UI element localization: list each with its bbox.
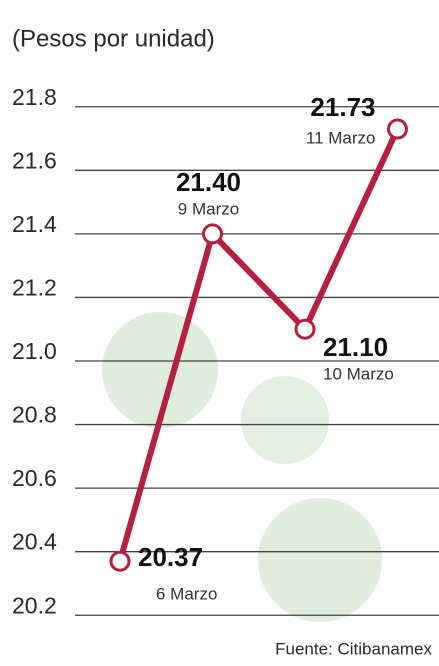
category-label: 6 Marzo: [156, 585, 217, 604]
y-tick-label: 21.6: [12, 147, 57, 173]
value-label: 21.73: [310, 92, 375, 122]
source-note: Fuente: Citibanamex: [275, 639, 432, 658]
value-label: 20.37: [138, 542, 203, 572]
y-tick-label: 20.4: [12, 529, 57, 555]
category-label: 10 Marzo: [323, 365, 394, 384]
value-label: 21.10: [323, 332, 388, 362]
y-tick-label: 20.8: [12, 402, 57, 428]
chart-title: (Pesos por unidad): [12, 25, 215, 52]
category-label: 11 Marzo: [306, 129, 376, 148]
y-tick-label: 21.8: [12, 84, 57, 110]
category-label: 9 Marzo: [178, 199, 239, 218]
y-tick-label: 21.4: [12, 211, 57, 237]
y-tick-label: 20.2: [12, 592, 57, 618]
y-tick-label: 20.6: [12, 465, 57, 491]
data-point: [204, 225, 222, 243]
data-point: [111, 552, 129, 570]
value-label: 21.40: [176, 167, 241, 197]
y-tick-label: 21.2: [12, 275, 57, 301]
data-point: [296, 320, 314, 338]
y-tick-label: 21.0: [12, 338, 57, 364]
page: {"chart_data": {"type": "line", "title":…: [0, 0, 439, 666]
data-point: [389, 120, 407, 138]
chart: (Pesos por unidad) Fuente: Citibanamex 2…: [0, 0, 439, 666]
